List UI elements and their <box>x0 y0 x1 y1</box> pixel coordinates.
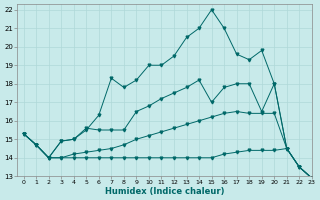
X-axis label: Humidex (Indice chaleur): Humidex (Indice chaleur) <box>105 187 224 196</box>
